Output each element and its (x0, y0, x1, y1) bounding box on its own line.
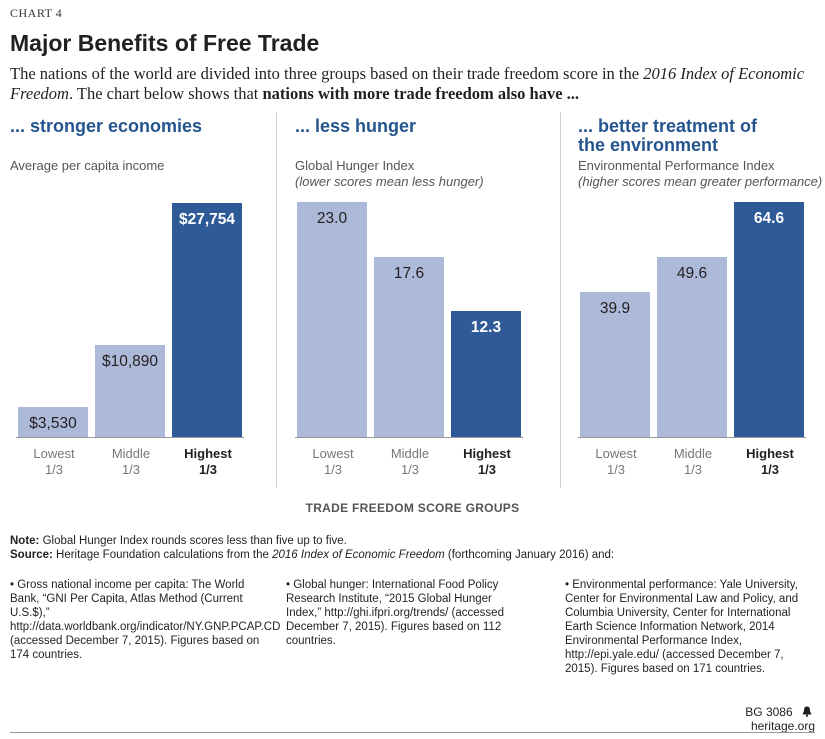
data-label: 64.6 (753, 210, 785, 227)
tick-label-line: 1/3 (477, 462, 497, 477)
metric-environment: Environmental Performance Index (578, 158, 775, 173)
tick-label: Highest 1/3 (172, 446, 244, 478)
tick-label-line: 1/3 (121, 462, 141, 477)
metric-note-environment-text: (higher scores mean greater performance) (578, 174, 823, 189)
tick-label-line: Lowest (312, 446, 354, 461)
data-label: 17.6 (393, 265, 425, 282)
baseline (578, 437, 806, 438)
tick-label: Lowest 1/3 (18, 446, 90, 478)
site-url[interactable]: heritage.org (750, 719, 815, 733)
tick-label-line: Lowest (595, 446, 637, 461)
metric-hunger: Global Hunger Index (295, 158, 415, 173)
panel-heading-hunger: ... less hunger (295, 116, 417, 136)
data-label: $10,890 (101, 353, 159, 370)
chart-number: CHART 4 (10, 6, 63, 20)
subtitle-text-1: The nations of the world are divided int… (10, 64, 644, 83)
bar (297, 202, 367, 437)
footer: BG 3086 heritage.org (690, 705, 815, 733)
data-label: 39.9 (599, 300, 631, 317)
tick-label: Highest 1/3 (451, 446, 523, 478)
bar (580, 292, 650, 437)
subtitle-italic: 2016 Index of Economic Freedom (10, 64, 805, 103)
data-label: 12.3 (470, 319, 502, 336)
tick-label-line: Highest (463, 446, 511, 461)
notes-block: Note: Global Hunger Index rounds scores … (10, 534, 815, 562)
tick-label-line: 1/3 (400, 462, 420, 477)
tick-label-line: Middle (673, 446, 713, 461)
tick-label-line: 1/3 (44, 462, 64, 477)
tick-label: Lowest 1/3 (297, 446, 369, 478)
tick-label: Lowest 1/3 (580, 446, 652, 478)
data-label: 49.6 (676, 265, 708, 282)
data-label: 23.0 (316, 210, 348, 227)
panel-heading-environment: ... better treatment of the environment (578, 116, 758, 155)
source-line: Source: Heritage Foundation calculations… (10, 548, 815, 562)
bell-icon (802, 706, 812, 717)
chart-subtitle: The nations of the world are divided int… (10, 64, 810, 104)
tick-label-line: Lowest (33, 446, 75, 461)
tick-label: Middle 1/3 (657, 446, 729, 478)
tick-label: Highest 1/3 (734, 446, 806, 478)
tick-label-line: 1/3 (323, 462, 343, 477)
data-label: $3,530 (29, 415, 77, 432)
note-text: Global Hunger Index rounds scores less t… (39, 535, 347, 547)
metric-note-hunger: (lower scores mean less hunger) (295, 174, 555, 190)
metric-note-hunger-text: (lower scores mean less hunger) (295, 174, 484, 189)
source-text-2: (forthcoming January 2016) and: (444, 549, 615, 561)
source-label: Source: (10, 549, 53, 561)
tick-label-line: Highest (746, 446, 794, 461)
bar (734, 202, 804, 437)
tick-label-line: Middle (390, 446, 430, 461)
bar (18, 407, 88, 437)
chart-title: Major Benefits of Free Trade (10, 30, 320, 56)
subtitle-bold: nations with more trade freedom also hav… (262, 84, 580, 103)
axis-title: TRADE FREEDOM SCORE GROUPS (305, 501, 520, 515)
source-worldbank: • Gross national income per capita: The … (10, 579, 281, 661)
source-italic: 2016 Index of Economic Freedom (272, 549, 445, 561)
bar (172, 203, 242, 437)
panel-divider-2 (560, 112, 561, 488)
bar-charts: $3,530 Lowest 1/3 $10,890 Middle 1/3 $27,754 Hi… (16, 202, 806, 478)
subtitle-text-2: . The chart below shows that (68, 84, 263, 103)
source-text-1: Heritage Foundation calculations from th… (52, 549, 273, 561)
bar (657, 257, 727, 437)
tick-label-line: Highest (184, 446, 232, 461)
metric-income: Average per capita income (10, 158, 165, 173)
footer-rule (10, 732, 815, 733)
note-line: Note: Global Hunger Index rounds scores … (10, 534, 815, 548)
source-ifpri: • Global hunger: International Food Poli… (286, 579, 504, 647)
tick-label-line: 1/3 (606, 462, 626, 477)
baseline (16, 437, 244, 438)
note-label: Note: (10, 535, 40, 547)
tick-label-line: Middle (111, 446, 151, 461)
baseline (295, 437, 523, 438)
panel-divider-1 (276, 112, 277, 488)
bar (95, 345, 165, 437)
report-code: BG 3086 (745, 705, 793, 719)
tick-label: Middle 1/3 (95, 446, 167, 478)
metric-note-environment: (higher scores mean greater performance) (578, 174, 823, 190)
data-label: $27,754 (178, 211, 236, 228)
tick-label-line: 1/3 (760, 462, 780, 477)
bar (451, 311, 521, 437)
bar (374, 257, 444, 437)
tick-label-line: 1/3 (683, 462, 703, 477)
tick-label-line: 1/3 (198, 462, 218, 477)
panel-heading-economies: ... stronger economies (10, 116, 203, 136)
source-yale: • Environmental performance: Yale Univer… (565, 579, 799, 675)
tick-label: Middle 1/3 (374, 446, 446, 478)
